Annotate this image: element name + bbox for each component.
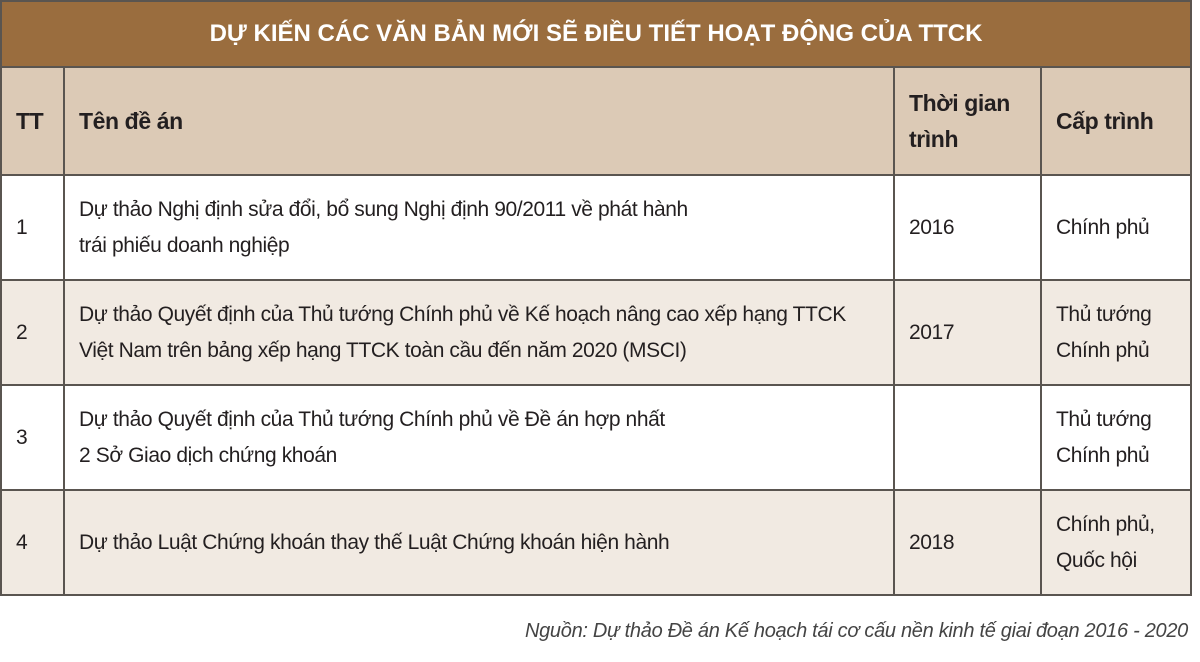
header-row: TT Tên đề án Thời gian trình Cấp trình [0, 66, 1193, 176]
level-line: Chính phủ [1056, 443, 1150, 467]
cell-level: Chính phủ [1039, 174, 1193, 281]
header-time: Thời gian trình [893, 66, 1042, 176]
cell-name: Dự thảo Quyết định của Thủ tướng Chính p… [63, 279, 895, 386]
cell-time [893, 384, 1042, 491]
cell-level: Thủ tướng Chính phủ [1039, 279, 1193, 386]
table-row: 4 Dự thảo Luật Chứng khoán thay thế Luật… [0, 489, 1193, 596]
level-line: Thủ tướng [1056, 407, 1152, 431]
cell-name: Dự thảo Luật Chứng khoán thay thế Luật C… [63, 489, 895, 596]
cell-level: Chính phủ, Quốc hội [1039, 489, 1193, 596]
level-line: Chính phủ [1056, 338, 1150, 362]
level-line: Chính phủ, [1056, 512, 1155, 536]
name-line: trái phiếu doanh nghiệp [79, 233, 290, 257]
level-line: Quốc hội [1056, 548, 1137, 572]
header-level: Cấp trình [1039, 66, 1193, 176]
cell-name: Dự thảo Nghị định sửa đổi, bổ sung Nghị … [63, 174, 895, 281]
source-note: Nguồn: Dự thảo Đề án Kế hoạch tái cơ cấu… [524, 620, 1188, 642]
cell-level: Thủ tướng Chính phủ [1039, 384, 1193, 491]
name-line: Dự thảo Quyết định của Thủ tướng Chính p… [79, 302, 846, 326]
cell-tt: 2 [0, 279, 65, 386]
header-tt: TT [0, 66, 65, 176]
table-row: 1 Dự thảo Nghị định sửa đổi, bổ sung Ngh… [0, 174, 1193, 281]
name-line: Dự thảo Quyết định của Thủ tướng Chính p… [79, 407, 665, 431]
header-time-line1: Thời gian [909, 90, 1010, 116]
cell-name: Dự thảo Quyết định của Thủ tướng Chính p… [63, 384, 895, 491]
name-line: 2 Sở Giao dịch chứng khoán [79, 443, 337, 467]
cell-time: 2018 [893, 489, 1042, 596]
cell-tt: 4 [0, 489, 65, 596]
cell-time: 2017 [893, 279, 1042, 386]
documents-table: DỰ KIẾN CÁC VĂN BẢN MỚI SẼ ĐIỀU TIẾT HOẠ… [0, 0, 1193, 596]
cell-tt: 1 [0, 174, 65, 281]
name-line: Dự thảo Luật Chứng khoán thay thế Luật C… [79, 530, 670, 554]
name-line: Việt Nam trên bảng xếp hạng TTCK toàn cầ… [79, 338, 687, 362]
name-line: Dự thảo Nghị định sửa đổi, bổ sung Nghị … [79, 197, 688, 221]
table-row: 2 Dự thảo Quyết định của Thủ tướng Chính… [0, 279, 1193, 386]
cell-tt: 3 [0, 384, 65, 491]
table-title: DỰ KIẾN CÁC VĂN BẢN MỚI SẼ ĐIỀU TIẾT HOẠ… [0, 0, 1193, 68]
level-line: Chính phủ [1056, 215, 1150, 239]
header-time-line2: trình [909, 126, 959, 152]
table-title-row: DỰ KIẾN CÁC VĂN BẢN MỚI SẼ ĐIỀU TIẾT HOẠ… [0, 0, 1193, 68]
cell-time: 2016 [893, 174, 1042, 281]
level-line: Thủ tướng [1056, 302, 1152, 326]
table-row: 3 Dự thảo Quyết định của Thủ tướng Chính… [0, 384, 1193, 491]
header-name: Tên đề án [63, 66, 895, 176]
